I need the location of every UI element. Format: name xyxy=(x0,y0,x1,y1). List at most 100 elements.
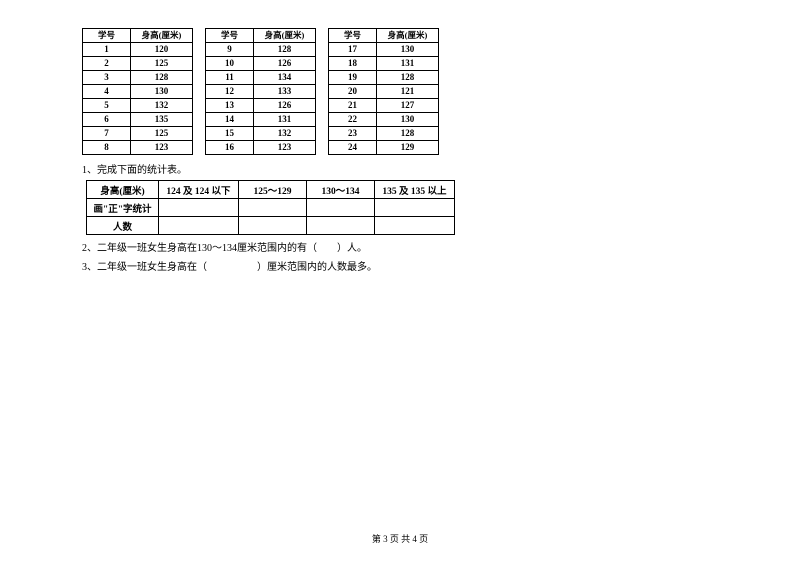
question-1: 1、完成下面的统计表。 xyxy=(82,161,800,176)
question-2: 2、二年级一班女生身高在130～134厘米范围内的有（ ）人。 xyxy=(82,239,800,254)
cell: 123 xyxy=(131,141,193,155)
cell: 128 xyxy=(131,71,193,85)
stat-header: 125～129 xyxy=(239,181,307,199)
data-table-2: 学号 身高(厘米) 9128 10126 11134 12133 13126 1… xyxy=(205,28,316,155)
cell: 24 xyxy=(329,141,377,155)
cell: 7 xyxy=(83,127,131,141)
cell xyxy=(239,199,307,217)
cell: 13 xyxy=(206,99,254,113)
table-row: 14131 xyxy=(206,113,316,127)
cell: 1 xyxy=(83,43,131,57)
table-row: 23128 xyxy=(329,127,439,141)
table-row: 19128 xyxy=(329,71,439,85)
table-row: 11134 xyxy=(206,71,316,85)
cell: 128 xyxy=(377,71,439,85)
cell: 130 xyxy=(377,43,439,57)
stat-header: 130～134 xyxy=(307,181,375,199)
table-row: 人数 xyxy=(87,217,455,235)
table-row: 13126 xyxy=(206,99,316,113)
cell xyxy=(239,217,307,235)
table-row: 画"正"字统计 xyxy=(87,199,455,217)
data-table-3: 学号 身高(厘米) 17130 18131 19128 20121 21127 … xyxy=(328,28,439,155)
cell: 132 xyxy=(254,127,316,141)
cell: 132 xyxy=(131,99,193,113)
table-row: 6135 xyxy=(83,113,193,127)
header-id: 学号 xyxy=(206,29,254,43)
cell: 5 xyxy=(83,99,131,113)
table-row: 21127 xyxy=(329,99,439,113)
table-row: 学号 身高(厘米) xyxy=(206,29,316,43)
cell: 133 xyxy=(254,85,316,99)
page-content: 学号 身高(厘米) 1120 2125 3128 4130 5132 6135 … xyxy=(0,0,800,273)
cell: 17 xyxy=(329,43,377,57)
cell: 14 xyxy=(206,113,254,127)
table-row: 16123 xyxy=(206,141,316,155)
table-row: 学号 身高(厘米) xyxy=(329,29,439,43)
cell: 9 xyxy=(206,43,254,57)
cell xyxy=(307,217,375,235)
cell: 20 xyxy=(329,85,377,99)
header-id: 学号 xyxy=(83,29,131,43)
header-height: 身高(厘米) xyxy=(377,29,439,43)
cell: 4 xyxy=(83,85,131,99)
table-row: 22130 xyxy=(329,113,439,127)
table-row: 3128 xyxy=(83,71,193,85)
data-table-1: 学号 身高(厘米) 1120 2125 3128 4130 5132 6135 … xyxy=(82,28,193,155)
table-row: 20121 xyxy=(329,85,439,99)
table-row: 2125 xyxy=(83,57,193,71)
cell: 128 xyxy=(377,127,439,141)
cell: 12 xyxy=(206,85,254,99)
stat-header: 身高(厘米) xyxy=(87,181,159,199)
cell: 131 xyxy=(254,113,316,127)
table-row: 1120 xyxy=(83,43,193,57)
cell: 121 xyxy=(377,85,439,99)
stat-row-label: 人数 xyxy=(87,217,159,235)
cell: 128 xyxy=(254,43,316,57)
question-3: 3、二年级一班女生身高在（ ）厘米范围内的人数最多。 xyxy=(82,258,800,273)
cell xyxy=(375,217,455,235)
cell xyxy=(307,199,375,217)
cell: 120 xyxy=(131,43,193,57)
page-footer: 第 3 页 共 4 页 xyxy=(0,532,800,545)
table-row: 4130 xyxy=(83,85,193,99)
cell: 16 xyxy=(206,141,254,155)
table-row: 7125 xyxy=(83,127,193,141)
cell: 126 xyxy=(254,99,316,113)
cell: 3 xyxy=(83,71,131,85)
header-id: 学号 xyxy=(329,29,377,43)
cell: 11 xyxy=(206,71,254,85)
header-height: 身高(厘米) xyxy=(254,29,316,43)
cell: 8 xyxy=(83,141,131,155)
cell: 129 xyxy=(377,141,439,155)
data-tables-container: 学号 身高(厘米) 1120 2125 3128 4130 5132 6135 … xyxy=(82,28,800,155)
cell: 6 xyxy=(83,113,131,127)
cell: 2 xyxy=(83,57,131,71)
table-row: 18131 xyxy=(329,57,439,71)
cell: 15 xyxy=(206,127,254,141)
cell xyxy=(159,217,239,235)
table-row: 12133 xyxy=(206,85,316,99)
cell: 18 xyxy=(329,57,377,71)
stat-table: 身高(厘米) 124 及 124 以下 125～129 130～134 135 … xyxy=(86,180,455,235)
cell: 130 xyxy=(131,85,193,99)
cell: 123 xyxy=(254,141,316,155)
table-row: 15132 xyxy=(206,127,316,141)
cell xyxy=(159,199,239,217)
cell: 134 xyxy=(254,71,316,85)
cell: 21 xyxy=(329,99,377,113)
cell xyxy=(375,199,455,217)
table-row: 8123 xyxy=(83,141,193,155)
cell: 23 xyxy=(329,127,377,141)
cell: 135 xyxy=(131,113,193,127)
cell: 19 xyxy=(329,71,377,85)
table-row: 学号 身高(厘米) xyxy=(83,29,193,43)
table-row: 10126 xyxy=(206,57,316,71)
header-height: 身高(厘米) xyxy=(131,29,193,43)
cell: 131 xyxy=(377,57,439,71)
stat-header: 135 及 135 以上 xyxy=(375,181,455,199)
stat-header: 124 及 124 以下 xyxy=(159,181,239,199)
cell: 130 xyxy=(377,113,439,127)
cell: 10 xyxy=(206,57,254,71)
stat-row-label: 画"正"字统计 xyxy=(87,199,159,217)
table-row: 17130 xyxy=(329,43,439,57)
